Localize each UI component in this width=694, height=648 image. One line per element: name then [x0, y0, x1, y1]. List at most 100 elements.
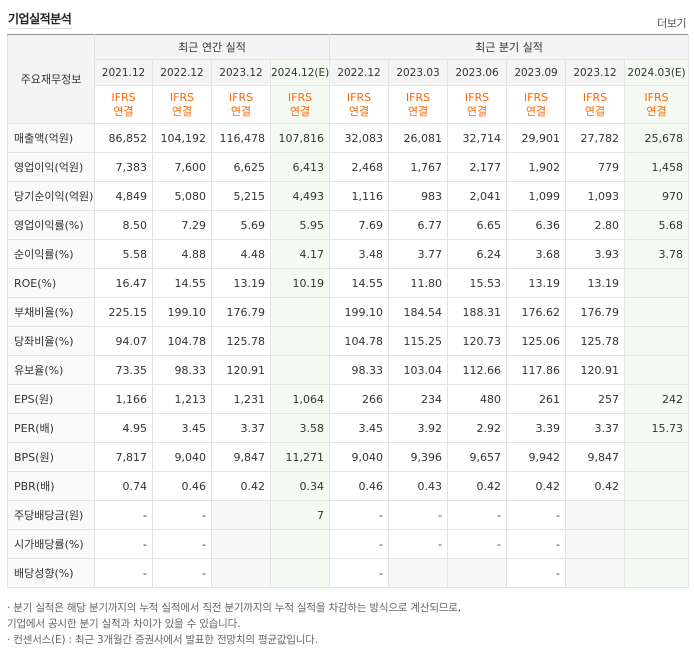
value-cell: 9,040 [329, 442, 390, 472]
value-cell [211, 558, 271, 588]
ifrs-label: IFRS 연결 [94, 85, 153, 124]
title-underline [8, 28, 72, 29]
value-cell [624, 268, 690, 298]
value-cell: 11,271 [269, 442, 331, 472]
value-cell [388, 558, 449, 588]
value-cell: 2,041 [447, 181, 508, 211]
value-cell: 3.92 [388, 413, 449, 443]
value-cell: 0.34 [269, 471, 331, 501]
value-cell: - [329, 500, 390, 530]
value-cell: 15.53 [447, 268, 508, 298]
value-cell: 261 [506, 384, 567, 414]
value-cell: 4.95 [94, 413, 153, 443]
value-cell: 176.79 [565, 297, 626, 327]
value-cell: 9,040 [152, 442, 212, 472]
value-cell: 3.77 [388, 239, 449, 269]
ifrs-top: IFRS [346, 90, 372, 104]
value-cell: 6,625 [211, 152, 271, 182]
value-cell: 120.73 [447, 326, 508, 356]
value-cell: 1,166 [94, 384, 153, 414]
value-cell: 188.31 [447, 297, 508, 327]
ifrs-label: IFRS 연결 [447, 85, 508, 124]
value-cell: 0.42 [211, 471, 271, 501]
value-cell: 103.04 [388, 355, 449, 385]
value-cell [624, 558, 690, 588]
value-cell: 1,093 [565, 181, 626, 211]
row-label: 매출액(억원) [7, 123, 95, 153]
value-cell: - [329, 529, 390, 559]
value-cell: 9,847 [565, 442, 626, 472]
value-cell: 115.25 [388, 326, 449, 356]
row-label: 시가배당률(%) [7, 529, 95, 559]
footnotes: · 분기 실적은 해당 분기까지의 누적 실적에서 직전 분기까지의 누적 실적… [7, 600, 461, 648]
value-cell: - [506, 500, 567, 530]
value-cell: 6,413 [269, 152, 331, 182]
value-cell [269, 529, 331, 559]
value-cell: 0.74 [94, 471, 153, 501]
value-cell: 104.78 [152, 326, 212, 356]
value-cell [624, 355, 690, 385]
value-cell: 11.80 [388, 268, 449, 298]
value-cell: 9,847 [211, 442, 271, 472]
value-cell [624, 529, 690, 559]
table-row: 매출액(억원) 86,852 104,192 116,478 107,816 32,083… [7, 123, 690, 153]
period-header: 2024.03(E) [624, 59, 690, 86]
period-header: 2023.09 [506, 59, 567, 86]
row-label: PER(배) [7, 413, 95, 443]
ifrs-bottom: 연결 [348, 104, 370, 118]
value-cell: 242 [624, 384, 690, 414]
value-cell: 14.55 [152, 268, 212, 298]
ifrs-label: IFRS 연결 [388, 85, 449, 124]
value-cell [211, 500, 271, 530]
table-row: PBR(배) 0.74 0.46 0.42 0.34 0.46 0.43 0.42 0.42 0.… [7, 471, 690, 501]
value-cell: 4.17 [269, 239, 331, 269]
ifrs-bottom: 연결 [525, 104, 547, 118]
value-cell: 13.19 [211, 268, 271, 298]
ifrs-top: IFRS [464, 90, 490, 104]
value-cell: 5,080 [152, 181, 212, 211]
more-link[interactable]: 더보기 [657, 17, 686, 30]
value-cell: 480 [447, 384, 508, 414]
value-cell: 10.19 [269, 268, 331, 298]
value-cell: 1,458 [624, 152, 690, 182]
value-cell: 1,116 [329, 181, 390, 211]
value-cell: 7.69 [329, 210, 390, 240]
row-header-label: 주요재무정보 [7, 34, 95, 124]
value-cell: 98.33 [329, 355, 390, 385]
footnote-1: · 분기 실적은 해당 분기까지의 누적 실적에서 직전 분기까지의 누적 실적… [7, 602, 461, 614]
value-cell: 107,816 [269, 123, 331, 153]
value-cell: 4,493 [269, 181, 331, 211]
ifrs-bottom: 연결 [289, 104, 311, 118]
value-cell: 3.68 [506, 239, 567, 269]
value-cell [624, 471, 690, 501]
value-cell: 120.91 [211, 355, 271, 385]
value-cell: 27,782 [565, 123, 626, 153]
value-cell [565, 529, 626, 559]
period-header: 2023.03 [388, 59, 449, 86]
value-cell: 120.91 [565, 355, 626, 385]
value-cell: 7,817 [94, 442, 153, 472]
value-cell: 6.24 [447, 239, 508, 269]
table-row: PER(배) 4.95 3.45 3.37 3.58 3.45 3.92 2.92 3.39 3.… [7, 413, 690, 443]
period-header: 2022.12 [329, 59, 390, 86]
value-cell: 0.43 [388, 471, 449, 501]
row-label: EPS(원) [7, 384, 95, 414]
value-cell: 3.78 [624, 239, 690, 269]
ifrs-bottom: 연결 [466, 104, 488, 118]
value-cell: - [506, 558, 567, 588]
value-cell: 16.47 [94, 268, 153, 298]
ifrs-top: IFRS [111, 90, 136, 104]
value-cell: 5,215 [211, 181, 271, 211]
value-cell: 117.86 [506, 355, 567, 385]
value-cell: 112.66 [447, 355, 508, 385]
annual-group-header: 최근 연간 실적 [93, 34, 331, 60]
table-row: 순이익률(%) 5.58 4.88 4.48 4.17 3.48 3.77 6.24 3.68 3… [7, 239, 690, 269]
value-cell [565, 500, 626, 530]
value-cell: 2,468 [329, 152, 390, 182]
value-cell [624, 326, 690, 356]
value-cell: - [152, 500, 212, 530]
value-cell: 176.62 [506, 297, 567, 327]
value-cell: - [388, 500, 449, 530]
value-cell: 3.48 [329, 239, 390, 269]
ifrs-bottom: 연결 [646, 104, 667, 118]
